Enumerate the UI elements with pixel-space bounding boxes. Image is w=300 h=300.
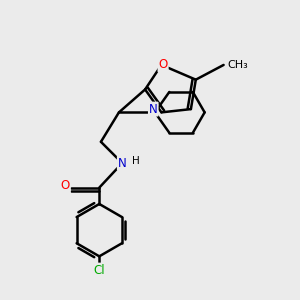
Text: H: H	[132, 157, 140, 166]
Text: N: N	[118, 157, 127, 169]
Text: Cl: Cl	[94, 264, 105, 277]
Text: CH₃: CH₃	[227, 60, 248, 70]
Text: N: N	[149, 103, 158, 116]
Text: O: O	[61, 179, 70, 193]
Text: O: O	[158, 58, 168, 71]
